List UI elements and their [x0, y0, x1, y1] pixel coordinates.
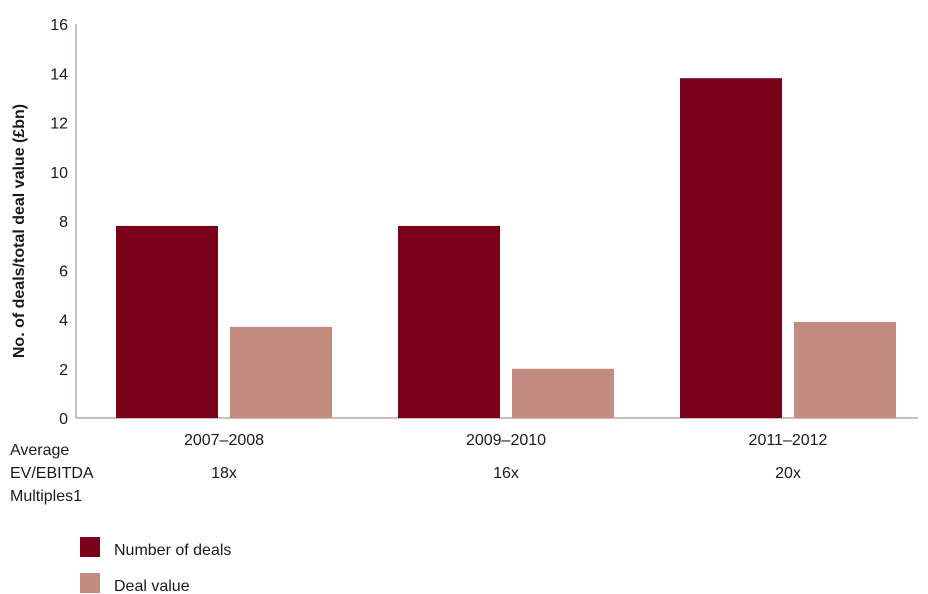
multiples-label-line: EV/EBITDA: [10, 465, 94, 482]
bar-deal-value: [794, 321, 896, 418]
bar-number-of-deals: [116, 225, 218, 418]
y-tick-label: 0: [59, 411, 68, 428]
multiples-label-line: Average: [10, 442, 69, 459]
legend-swatch: [80, 537, 100, 557]
legend-label: Number of deals: [114, 542, 231, 559]
y-tick-label: 4: [59, 313, 68, 330]
category-labels: 2007–2008 2009–2010 2011–2012: [184, 432, 828, 449]
y-tick-label: 16: [50, 17, 68, 34]
legend-label: Deal value: [114, 578, 190, 594]
y-tick-label: 8: [59, 214, 68, 231]
y-tick-label: 12: [50, 116, 68, 133]
multiple-value: 16x: [493, 465, 519, 482]
y-tick-label: 2: [59, 362, 68, 379]
y-tick-label: 6: [59, 263, 68, 280]
y-tick-label: 14: [50, 66, 68, 83]
multiples-values: 18x 16x 20x: [211, 465, 801, 482]
bar-number-of-deals: [398, 225, 500, 418]
category-label: 2009–2010: [466, 432, 546, 449]
category-label: 2011–2012: [749, 432, 828, 449]
y-tick-label: 10: [50, 165, 68, 182]
multiples-label-line: Multiples1: [10, 488, 82, 505]
legend: Number of deals Deal value: [80, 537, 231, 594]
bars: [116, 78, 896, 419]
y-axis-label: No. of deals/total deal value (£bn): [11, 104, 28, 358]
legend-swatch: [80, 573, 100, 593]
multiples-row-label: Average EV/EBITDA Multiples1: [10, 442, 94, 505]
category-label: 2007–2008: [184, 432, 264, 449]
multiple-value: 18x: [211, 465, 237, 482]
y-tick-labels: 0 2 4 6 8 10 12 14 16: [50, 17, 68, 428]
bar-number-of-deals: [680, 78, 782, 419]
bar-deal-value: [230, 326, 332, 418]
multiple-value: 20x: [775, 465, 801, 482]
bar-deal-value: [512, 368, 614, 418]
